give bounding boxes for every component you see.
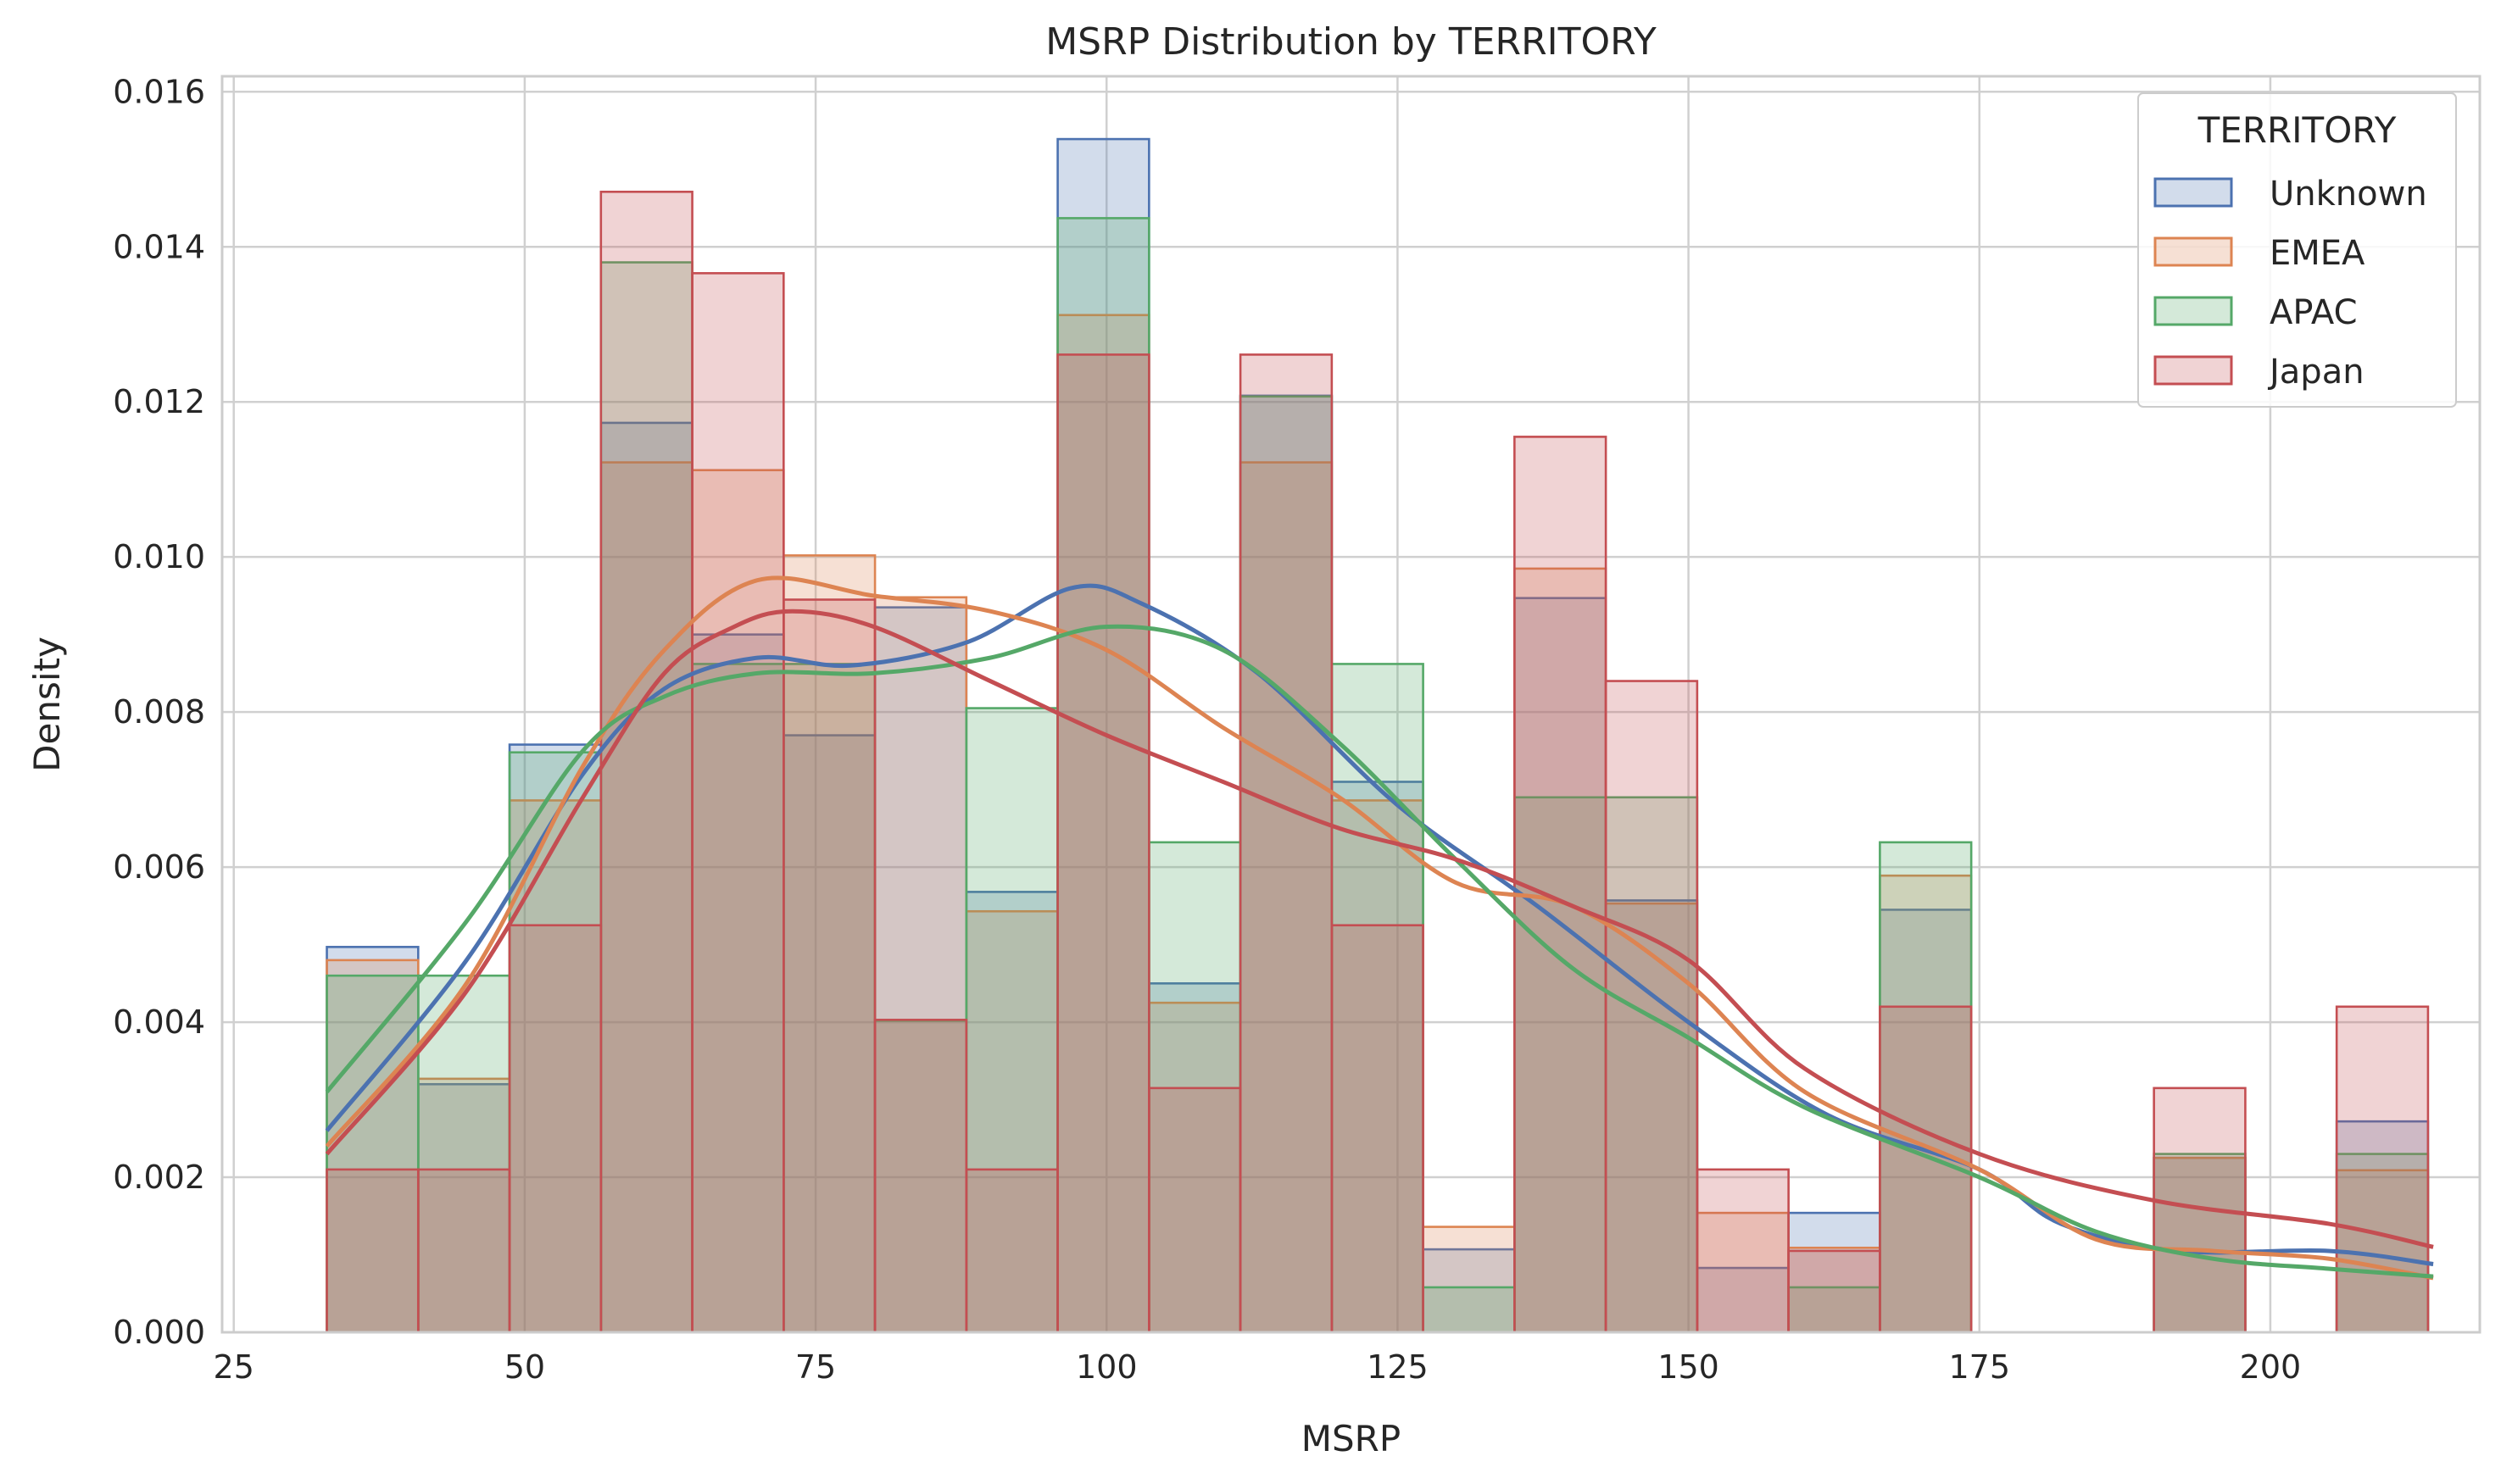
bar-unknown	[1330, 781, 1424, 1334]
legend-item-unknown: Unknown	[2153, 175, 2427, 214]
x-tick-label: 200	[2240, 1348, 2302, 1386]
bar-unknown	[1696, 1266, 1790, 1334]
bar-unknown	[416, 1082, 511, 1334]
bar-apac	[1056, 217, 1150, 1334]
legend-item-japan: Japan	[2153, 353, 2365, 392]
bar-emea	[1148, 1001, 1242, 1334]
x-tick-label: 125	[1367, 1348, 1429, 1386]
y-tick-labels: 0.000 0.002 0.004 0.006 0.008 0.010 0.012 0.014…	[113, 73, 205, 1351]
bar-emea	[1056, 314, 1150, 1334]
plot-frame	[220, 75, 2482, 1334]
bar-japan	[416, 1168, 511, 1334]
bars-unknown	[326, 137, 2430, 1334]
bar-apac	[1879, 841, 1973, 1334]
x-tick-label: 25	[214, 1348, 254, 1386]
x-tick-label: 100	[1076, 1348, 1138, 1386]
y-tick-label: 0.012	[113, 383, 205, 420]
bar-emea	[1422, 1226, 1516, 1334]
bar-japan	[1148, 1087, 1242, 1334]
bar-unknown	[1239, 394, 1334, 1334]
y-tick-label: 0.002	[113, 1159, 205, 1196]
bar-japan	[1239, 353, 1334, 1334]
bar-unknown	[1422, 1248, 1516, 1334]
legend: TERRITORY Unknown EMEA APAC Japan	[2137, 92, 2457, 408]
kde-curves	[325, 575, 2434, 1281]
legend-label: APAC	[2270, 293, 2358, 332]
bar-apac	[2153, 1153, 2247, 1334]
y-tick-label: 0.010	[113, 538, 205, 575]
bar-unknown	[1513, 597, 1607, 1334]
x-tick-label: 175	[1948, 1348, 2010, 1386]
y-tick-label: 0.004	[113, 1003, 205, 1041]
bar-japan	[599, 191, 693, 1334]
legend-swatch	[2153, 236, 2233, 267]
bar-japan	[1056, 353, 1150, 1334]
bar-unknown	[965, 891, 1059, 1334]
legend-swatch	[2153, 177, 2233, 208]
legend-items: Unknown EMEA APAC Japan	[2153, 175, 2427, 392]
legend-box	[2137, 92, 2457, 408]
legend-item-emea: EMEA	[2153, 234, 2365, 273]
bar-japan	[1513, 436, 1607, 1334]
kde-line-emea	[325, 575, 2434, 1281]
bar-apac	[1330, 663, 1424, 1334]
bar-japan	[1604, 680, 1699, 1334]
y-tick-label: 0.006	[113, 848, 205, 886]
bar-japan	[783, 598, 877, 1334]
x-tick-label: 150	[1657, 1348, 1719, 1386]
chart-title: MSRP Distribution by TERRITORY	[1045, 20, 1657, 64]
kde-line-japan	[325, 609, 2434, 1249]
bar-japan	[1787, 1249, 1881, 1334]
bar-japan	[1330, 924, 1424, 1334]
bar-emea	[1879, 874, 1973, 1334]
bar-japan	[691, 272, 785, 1334]
y-tick-label: 0.000	[113, 1314, 205, 1351]
bar-unknown	[1148, 982, 1242, 1334]
bar-apac	[1604, 796, 1699, 1334]
bar-apac	[783, 663, 877, 1334]
bar-japan	[326, 1168, 420, 1334]
bar-emea	[2153, 1156, 2247, 1334]
legend-label: EMEA	[2270, 234, 2365, 273]
legend-title: TERRITORY	[2197, 109, 2397, 151]
legend-swatch	[2153, 355, 2233, 386]
bar-emea	[1696, 1211, 1790, 1334]
bar-japan	[508, 924, 603, 1334]
y-axis-label: Density	[26, 636, 68, 772]
bar-japan	[1696, 1168, 1790, 1334]
legend-item-apac: APAC	[2153, 293, 2358, 332]
x-axis-label: MSRP	[1301, 1418, 1401, 1459]
bar-emea	[1513, 567, 1607, 1334]
x-tick-label: 50	[504, 1348, 545, 1386]
legend-swatch	[2153, 296, 2233, 326]
x-tick-labels: 25 50 75 100 125 150 175 200	[214, 1348, 2302, 1386]
bar-emea	[965, 909, 1059, 1334]
bar-emea	[1239, 461, 1334, 1334]
bar-apac	[1239, 395, 1334, 1334]
x-tick-label: 75	[795, 1348, 836, 1386]
bar-emea	[873, 596, 968, 1334]
bar-apac	[1422, 1286, 1516, 1334]
bar-japan	[873, 1019, 968, 1334]
bar-japan	[965, 1168, 1059, 1334]
bar-unknown	[1879, 909, 1973, 1334]
bar-apac	[1787, 1286, 1881, 1334]
bar-japan	[2335, 1005, 2430, 1334]
legend-label: Japan	[2267, 353, 2365, 392]
y-tick-label: 0.014	[113, 228, 205, 265]
legend-label: Unknown	[2270, 175, 2427, 214]
bar-apac	[599, 261, 693, 1334]
y-tick-label: 0.016	[113, 73, 205, 110]
y-tick-label: 0.008	[113, 693, 205, 731]
